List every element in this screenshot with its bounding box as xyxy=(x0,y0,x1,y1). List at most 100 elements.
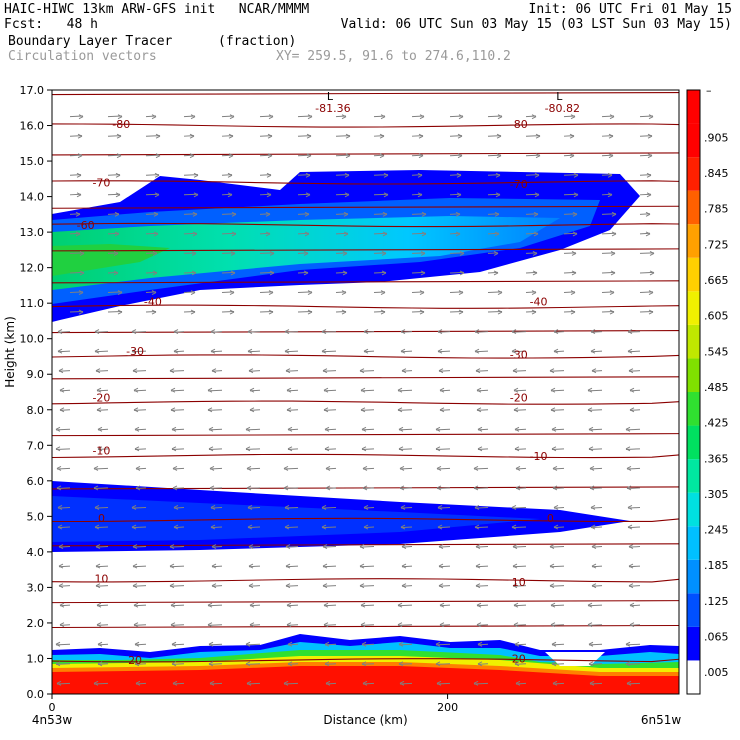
vector-head xyxy=(551,426,557,432)
vector-head xyxy=(534,192,540,198)
colorbar-label: .545 xyxy=(704,345,729,358)
circulation-vector xyxy=(221,252,236,254)
colorbar-label: .605 xyxy=(704,310,729,323)
vector-head xyxy=(55,661,61,667)
vector-head xyxy=(625,426,631,432)
circulation-vector xyxy=(512,370,527,372)
contour-label: -40 xyxy=(144,295,162,308)
vector-head xyxy=(361,641,367,647)
vector-head xyxy=(400,505,406,510)
circulation-vector xyxy=(601,213,617,215)
vector-head xyxy=(591,544,597,550)
vector-head xyxy=(345,153,351,159)
vector-head xyxy=(231,211,237,217)
vector-head xyxy=(191,270,197,276)
temperature-contour xyxy=(52,248,679,252)
vector-head xyxy=(324,641,330,647)
vector-head xyxy=(210,329,216,335)
vector-head xyxy=(94,329,100,335)
vector-head xyxy=(132,368,138,374)
temperature-contour xyxy=(52,400,679,405)
circulation-vector xyxy=(525,154,541,157)
vector-head xyxy=(381,250,387,256)
vector-head xyxy=(551,661,557,667)
circulation-vector xyxy=(259,252,275,254)
y-tick-label: 8.0 xyxy=(27,404,45,417)
colorbar-swatch xyxy=(687,459,700,493)
vector-head xyxy=(171,446,177,452)
vector-head xyxy=(572,211,578,217)
circulation-vector xyxy=(588,448,603,450)
vector-head xyxy=(210,348,216,354)
vector-head xyxy=(587,387,593,393)
vector-head xyxy=(115,172,121,178)
vector-head xyxy=(190,290,196,295)
vector-head xyxy=(359,544,365,550)
vector-head xyxy=(209,465,215,471)
vector-head xyxy=(550,387,556,393)
circulation-vector xyxy=(449,271,465,274)
y-tick-label: 17.0 xyxy=(20,84,45,97)
vector-head xyxy=(645,211,651,217)
circulation-vector xyxy=(563,193,579,196)
vector-head xyxy=(591,368,597,374)
vector-head xyxy=(438,544,444,550)
vector-head xyxy=(229,309,235,315)
colorbar-label: .305 xyxy=(704,488,729,501)
circulation-vector xyxy=(588,643,603,646)
vector-head xyxy=(284,505,290,510)
vector-head xyxy=(190,114,196,120)
vector-head xyxy=(420,250,426,256)
vector-head xyxy=(534,172,540,178)
vector-head xyxy=(381,270,387,276)
vector-head xyxy=(400,524,406,530)
colorbar-swatch xyxy=(687,392,700,426)
vector-head xyxy=(625,641,631,647)
vector-head xyxy=(627,329,633,335)
circulation-vector xyxy=(626,467,641,470)
vector-head xyxy=(324,661,330,667)
vector-head xyxy=(397,622,403,628)
vector-head xyxy=(496,153,502,159)
minimum-value: -80.82 xyxy=(545,102,580,115)
colorbar-swatch xyxy=(687,190,700,225)
circulation-vector xyxy=(169,546,185,548)
vector-head xyxy=(209,680,215,686)
vector-head xyxy=(625,661,631,667)
vector-head xyxy=(151,309,157,315)
vector-head xyxy=(324,426,330,432)
vector-head xyxy=(265,211,271,217)
colorbar-swatch xyxy=(687,593,700,627)
vector-head xyxy=(59,387,65,393)
circulation-vector xyxy=(183,213,198,215)
vector-head xyxy=(512,544,518,550)
circulation-vector xyxy=(297,154,312,157)
vector-head xyxy=(229,290,235,295)
vector-head xyxy=(494,211,500,217)
vector-head xyxy=(78,309,84,315)
vector-head xyxy=(95,563,101,569)
vector-head xyxy=(304,231,310,237)
colorbar-swatch xyxy=(687,559,700,594)
temperature-contour xyxy=(52,205,679,209)
vector-head xyxy=(283,485,289,491)
vector-head xyxy=(171,426,177,432)
vector-head xyxy=(436,485,442,491)
colorbar-label: .065 xyxy=(704,631,729,644)
vector-head xyxy=(135,680,141,686)
vector-head xyxy=(307,290,313,295)
vector-head xyxy=(170,387,176,393)
colorbar-swatch xyxy=(687,123,700,158)
circulation-vector xyxy=(284,526,299,529)
vector-head xyxy=(514,426,520,432)
circulation-vector xyxy=(259,291,274,294)
circulation-vector xyxy=(297,135,312,137)
vector-head xyxy=(56,485,62,491)
vector-head xyxy=(192,211,198,217)
circulation-vector xyxy=(360,604,375,607)
vector-head xyxy=(55,641,61,647)
vector-head xyxy=(382,211,388,217)
circulation-vector xyxy=(639,252,655,254)
circulation-vector xyxy=(145,174,160,176)
circulation-vector xyxy=(398,448,413,450)
